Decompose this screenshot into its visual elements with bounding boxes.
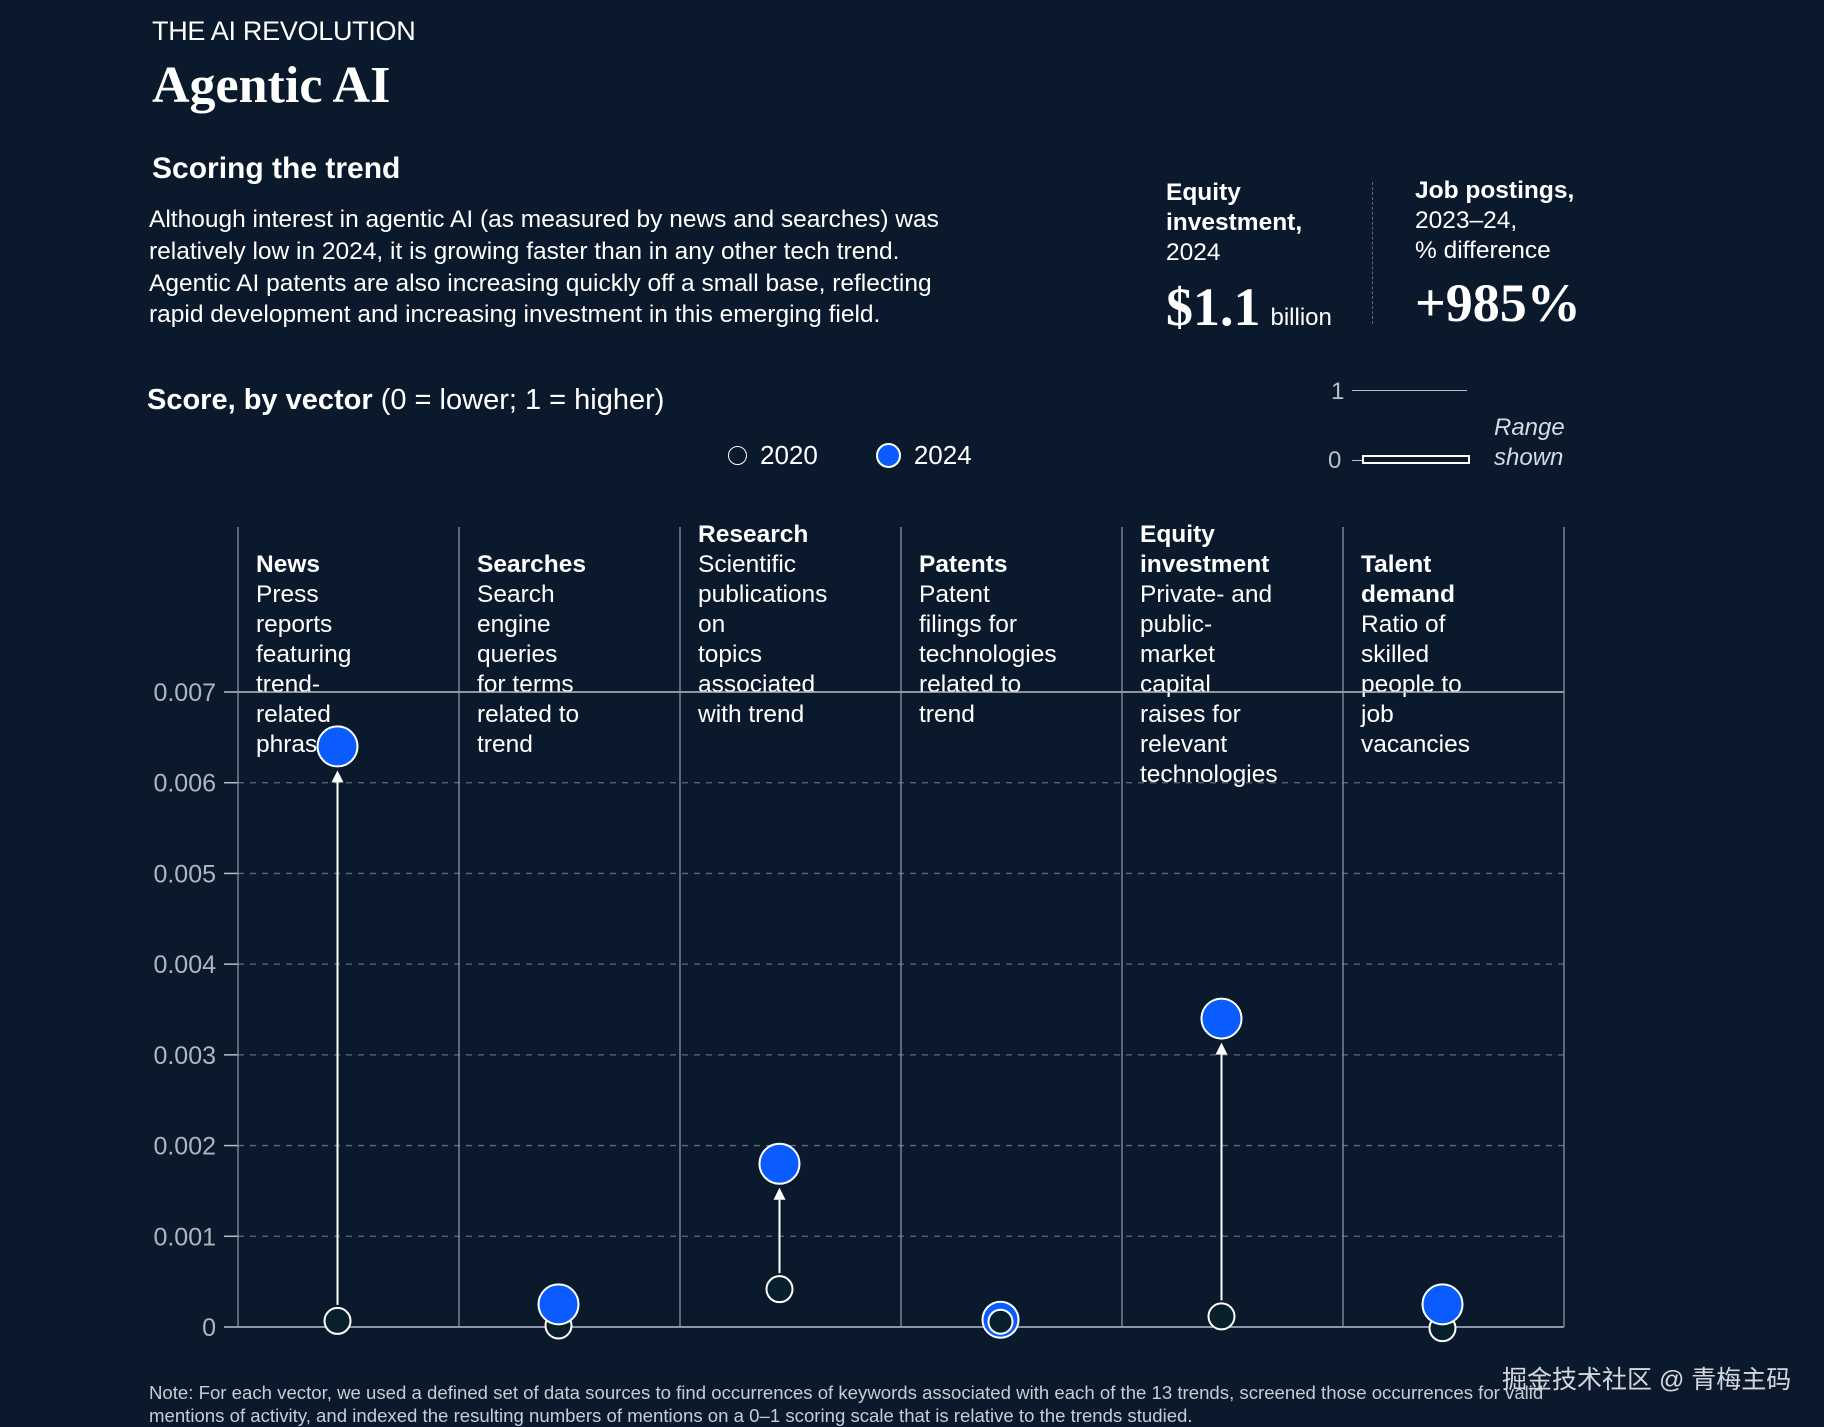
- arrow-head-icon: [1215, 1042, 1228, 1055]
- column-description-line: with trend: [698, 701, 805, 728]
- legend-item-2020: 2020: [728, 440, 818, 471]
- column-description-line: technologies: [919, 641, 1057, 668]
- ytick-label: 0.007: [153, 679, 216, 707]
- equity-label-line2: investment,: [1166, 209, 1303, 236]
- column-description-line: Scientific: [698, 551, 797, 578]
- column-description-line: Search engine: [477, 581, 555, 638]
- description-text: Although interest in agentic AI (as meas…: [149, 206, 939, 329]
- marker-2024: [537, 1283, 580, 1326]
- ytick-label: 0.005: [153, 860, 216, 888]
- ytick-label: 0.004: [153, 951, 216, 979]
- watermark: 掘金技术社区 @ 青梅主码: [1502, 1366, 1792, 1394]
- column-header-talent-demand: Talent demand Ratio of skilled people to j…: [1361, 550, 1470, 760]
- ytick-label: 0.003: [153, 1042, 216, 1070]
- jobs-label-line3: % difference: [1415, 237, 1551, 264]
- range-shown-bar: [1362, 455, 1470, 464]
- marker-2024: [758, 1142, 801, 1185]
- marker-2020: [765, 1275, 794, 1304]
- range-top-tick: 1: [1331, 378, 1345, 405]
- column-name: Talent demand: [1361, 551, 1455, 608]
- ytick-label: 0.001: [153, 1223, 216, 1251]
- arrow-head-icon: [331, 770, 344, 783]
- jobs-value: +985%: [1415, 273, 1581, 333]
- stat-divider: [1372, 182, 1373, 324]
- range-bottom-tick: 0: [1328, 447, 1342, 474]
- column-header-research: Research Scientific publications on topics …: [698, 520, 827, 730]
- chart-legend: 2020 2024: [728, 440, 1030, 471]
- legend-item-2024: 2024: [875, 440, 972, 471]
- ytick-label: 0.006: [153, 770, 216, 798]
- column-description-line: vacancies: [1361, 731, 1470, 758]
- open-circle-icon: [728, 446, 747, 465]
- column-description-line: market capital: [1140, 641, 1215, 698]
- column-header-patents: Patents Patent filings for technologies rel…: [919, 550, 1057, 730]
- equity-value: $1.1: [1166, 277, 1261, 337]
- equity-stat-label: Equity investment, 2024: [1166, 178, 1302, 268]
- legend-label-2020: 2020: [760, 440, 818, 470]
- column-description-line: Press reports: [256, 581, 333, 638]
- range-shown-label: Range shown: [1494, 413, 1565, 473]
- column-name: Equity investment: [1140, 521, 1270, 578]
- equity-stat-value: $1.1 billion: [1166, 276, 1332, 338]
- column-description-line: publications on: [698, 581, 828, 638]
- range-text-2: shown: [1494, 444, 1564, 471]
- column-name: News: [256, 551, 321, 578]
- column-description-line: technologies: [1140, 761, 1278, 788]
- column-description-line: people to job: [1361, 671, 1462, 728]
- jobs-label-line2: 2023–24,: [1415, 207, 1518, 234]
- chart-title-bold: Score, by vector: [147, 384, 373, 416]
- equity-label-line1: Equity: [1166, 179, 1241, 206]
- column-header-searches: Searches Search engine queries for terms re…: [477, 550, 586, 760]
- column-description-line: Private- and public-: [1140, 581, 1273, 638]
- range-bottom-line: [1352, 460, 1362, 461]
- equity-unit: billion: [1270, 304, 1332, 331]
- column-description-line: queries for terms: [477, 641, 574, 698]
- arrow-head-icon: [773, 1187, 786, 1200]
- range-top-line: [1352, 390, 1467, 391]
- footnote: Note: For each vector, we used a defined…: [149, 1382, 1544, 1426]
- chart-title-rest: (0 = lower; 1 = higher): [372, 384, 665, 416]
- ytick-label: 0: [202, 1314, 216, 1342]
- jobs-stat-label: Job postings, 2023–24, % difference: [1415, 176, 1574, 266]
- equity-label-line3: 2024: [1166, 239, 1221, 266]
- jobs-label-line1: Job postings,: [1415, 177, 1575, 204]
- section-subhead: Scoring the trend: [152, 152, 401, 185]
- marker-2020: [1207, 1302, 1236, 1331]
- column-name: Research: [698, 521, 809, 548]
- column-description-line: raises for relevant: [1140, 701, 1241, 758]
- column-description-line: related to trend: [919, 671, 1022, 728]
- column-description-line: Patent filings for: [919, 581, 1018, 638]
- ytick-label: 0.002: [153, 1133, 216, 1161]
- jobs-stat-value: +985%: [1415, 272, 1581, 334]
- column-description-line: featuring trend-: [256, 641, 352, 698]
- marker-2024: [1200, 997, 1243, 1040]
- filled-circle-icon: [875, 443, 901, 468]
- range-legend: 1 0 Range shown: [1320, 375, 1590, 485]
- column-name: Patents: [919, 551, 1008, 578]
- legend-label-2024: 2024: [913, 440, 972, 470]
- column-name: Searches: [477, 551, 586, 578]
- chart-title: Score, by vector (0 = lower; 1 = higher): [147, 384, 664, 417]
- marker-2020: [323, 1306, 352, 1335]
- column-description-line: Ratio of skilled: [1361, 611, 1446, 668]
- column-description-line: topics associated: [698, 641, 816, 698]
- marker-2024: [316, 725, 359, 768]
- page-title: Agentic AI: [152, 57, 391, 114]
- range-text-1: Range: [1494, 414, 1565, 441]
- column-description-line: related to trend: [477, 701, 580, 758]
- column-header-equity-investment: Equity investment Private- and public-mar…: [1140, 520, 1278, 790]
- eyebrow-label: THE AI REVOLUTION: [152, 16, 416, 46]
- marker-2024: [1421, 1283, 1464, 1326]
- marker-2020-overlap: [987, 1308, 1014, 1335]
